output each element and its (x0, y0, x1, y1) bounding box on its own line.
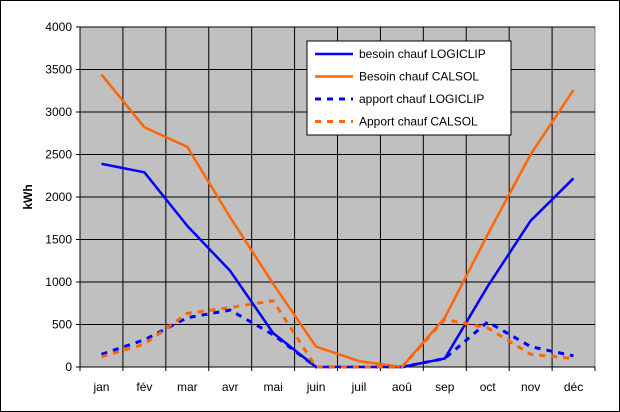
x-tick-label: mar (177, 380, 198, 394)
legend-label-2: Besoin chauf CALSOL (359, 70, 479, 84)
y-tick-label: 3500 (45, 63, 72, 77)
series-line-1 (101, 162, 575, 369)
x-tick-label: déc (564, 380, 583, 394)
x-tick-label: nov (521, 380, 540, 394)
series-line-2 (100, 73, 575, 369)
y-axis-title: kWh (21, 184, 35, 209)
legend-label-1: besoin chauf LOGICLIP (359, 47, 486, 61)
y-tick-label: 2500 (45, 148, 72, 162)
x-tick-label: juin (306, 380, 326, 394)
series-line-4 (101, 299, 574, 369)
series-line-3 (101, 308, 574, 369)
x-tick-label: juil (351, 380, 367, 394)
y-tick-label: 500 (52, 318, 72, 332)
x-tick-label: aoû (392, 380, 412, 394)
legend-label-3: apport chauf LOGICLIP (359, 92, 484, 106)
x-tick-label: fév (136, 380, 152, 394)
y-tick-label: 4000 (45, 20, 72, 34)
y-tick-label: 1500 (45, 233, 72, 247)
x-tick-label: jan (92, 380, 109, 394)
legend-label-4: Apport chauf CALSOL (359, 115, 478, 129)
y-tick-label: 2000 (45, 190, 72, 204)
x-tick-label: avr (222, 380, 239, 394)
x-tick-label: oct (480, 380, 497, 394)
legend-box (306, 40, 512, 136)
y-tick-label: 0 (65, 360, 72, 374)
x-tick-label: sep (435, 380, 455, 394)
x-tick-label: mai (263, 380, 282, 394)
y-tick-label: 1000 (45, 275, 72, 289)
y-tick-label: 3000 (45, 105, 72, 119)
